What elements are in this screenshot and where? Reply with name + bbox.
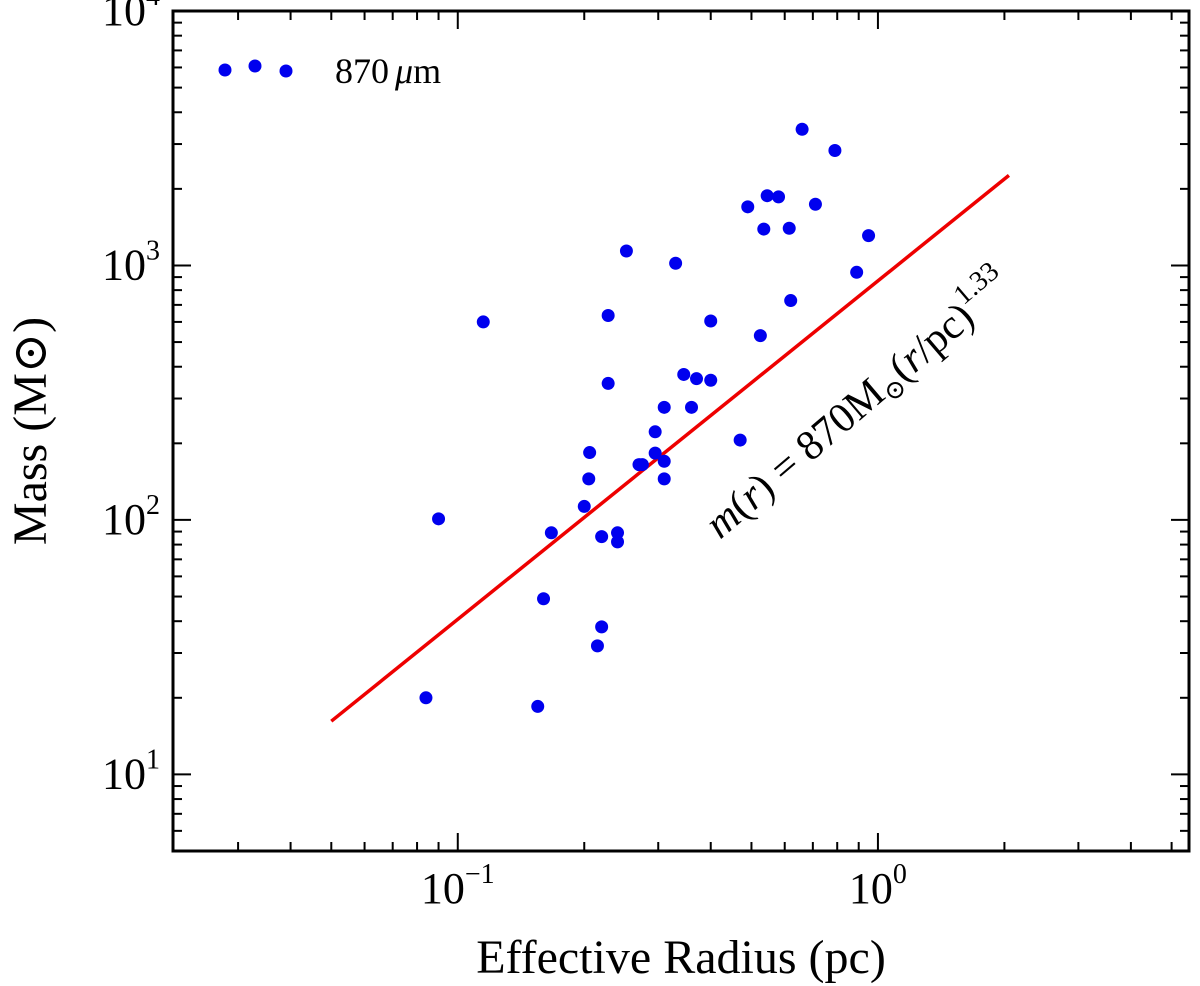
- data-point: [582, 472, 596, 486]
- data-point: [419, 691, 433, 705]
- data-point: [476, 315, 490, 329]
- data-point: [537, 592, 551, 606]
- data-point: [531, 699, 545, 713]
- y-tick-label: 104: [102, 0, 160, 35]
- plot-frame: [171, 9, 1191, 853]
- data-point: [704, 314, 718, 328]
- data-point: [757, 222, 771, 236]
- data-point: [685, 400, 699, 414]
- data-point: [669, 256, 683, 270]
- data-point: [657, 472, 671, 486]
- data-point: [619, 244, 633, 258]
- data-point: [611, 526, 625, 540]
- x-tick-label: 10−1: [421, 859, 495, 913]
- axis-ticks: 101 102 103 104 10−1 100: [102, 0, 1189, 913]
- y-tick-label: 102: [102, 490, 160, 544]
- data-point: [690, 372, 704, 386]
- data-point: [601, 376, 615, 390]
- data-point: [583, 446, 597, 460]
- data-point: [677, 367, 691, 381]
- data-point: [657, 400, 671, 414]
- data-point: [595, 530, 609, 544]
- data-point: [784, 294, 798, 308]
- fit-line: [330, 173, 1011, 723]
- legend-markers: [218, 59, 293, 78]
- data-point: [704, 373, 718, 387]
- data-point: [753, 329, 767, 343]
- data-point: [850, 265, 864, 279]
- data-point: [611, 535, 625, 549]
- data-point: [657, 454, 671, 468]
- legend: 870 μm: [218, 51, 441, 91]
- data-point: [808, 197, 822, 211]
- data-point: [733, 433, 747, 447]
- data-point: [595, 620, 609, 634]
- data-point: [635, 458, 649, 472]
- y-tick-label: 103: [102, 235, 160, 289]
- data-point: [741, 200, 755, 214]
- data-point: [772, 190, 786, 204]
- data-point: [782, 221, 796, 235]
- fit-equation-annotation: m(r) = 870M⊙(r/pc)1.33: [691, 256, 1022, 551]
- y-axis-label: Mass (M⊙): [4, 317, 57, 545]
- data-point: [795, 122, 809, 136]
- legend-marker: [248, 59, 262, 73]
- data-point: [432, 512, 446, 526]
- data-point: [590, 639, 604, 653]
- data-point: [648, 446, 662, 460]
- data-point: [828, 144, 842, 158]
- plot-content: [330, 122, 1011, 723]
- legend-marker: [279, 64, 293, 78]
- data-point: [544, 526, 558, 540]
- data-point: [648, 425, 662, 439]
- data-point: [601, 308, 615, 322]
- data-point: [862, 229, 876, 243]
- data-point: [577, 499, 591, 513]
- legend-label: 870 μm: [335, 51, 441, 91]
- x-axis-label: Effective Radius (pc): [476, 931, 886, 984]
- x-tick-label: 100: [849, 859, 907, 913]
- data-point: [760, 189, 774, 203]
- legend-marker: [218, 63, 232, 77]
- y-tick-label: 101: [102, 744, 160, 798]
